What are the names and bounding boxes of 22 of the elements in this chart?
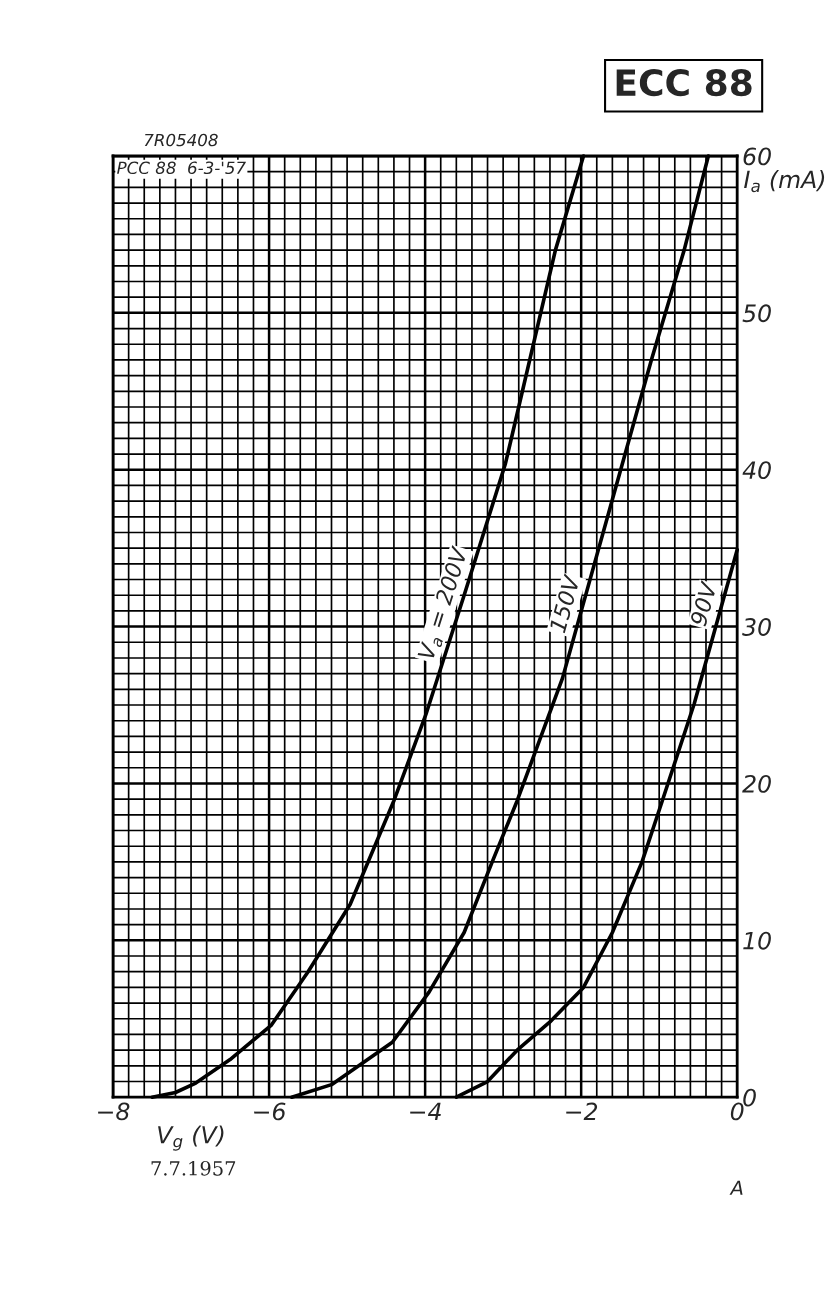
text: 150V (548, 573, 581, 634)
chart-title: ECC 88 (616, 68, 752, 97)
y-tick-label: 40 (742, 461, 771, 480)
text: 90V (689, 579, 718, 627)
annotation: PCC 88 6-3-'57 (117, 161, 246, 175)
text: V$_{a}$ = 200V (417, 544, 472, 662)
x-axis-title: V$_{g}$ (V) (158, 1125, 224, 1151)
x-tick-label: 0 (730, 1102, 744, 1121)
y-tick-label: 60 (743, 147, 771, 166)
x-tick-label: −4 (410, 1102, 441, 1120)
x-tick-label: −2 (566, 1102, 598, 1120)
text: A (729, 1180, 743, 1195)
y-tick-label: 20 (742, 774, 771, 793)
y-axis-title: I$_{a}$ (mA) (744, 170, 825, 193)
x-tick-label: −8 (98, 1102, 130, 1121)
y-tick-label: 50 (742, 304, 771, 323)
y-tick-label: 10 (743, 931, 771, 950)
x-tick-label: −6 (254, 1102, 286, 1121)
y-tick-label: 30 (742, 618, 771, 636)
text: 7.7.1957 (151, 1160, 236, 1176)
text: 7R05408 (144, 133, 218, 147)
y-tick-label: 0 (743, 1088, 756, 1107)
